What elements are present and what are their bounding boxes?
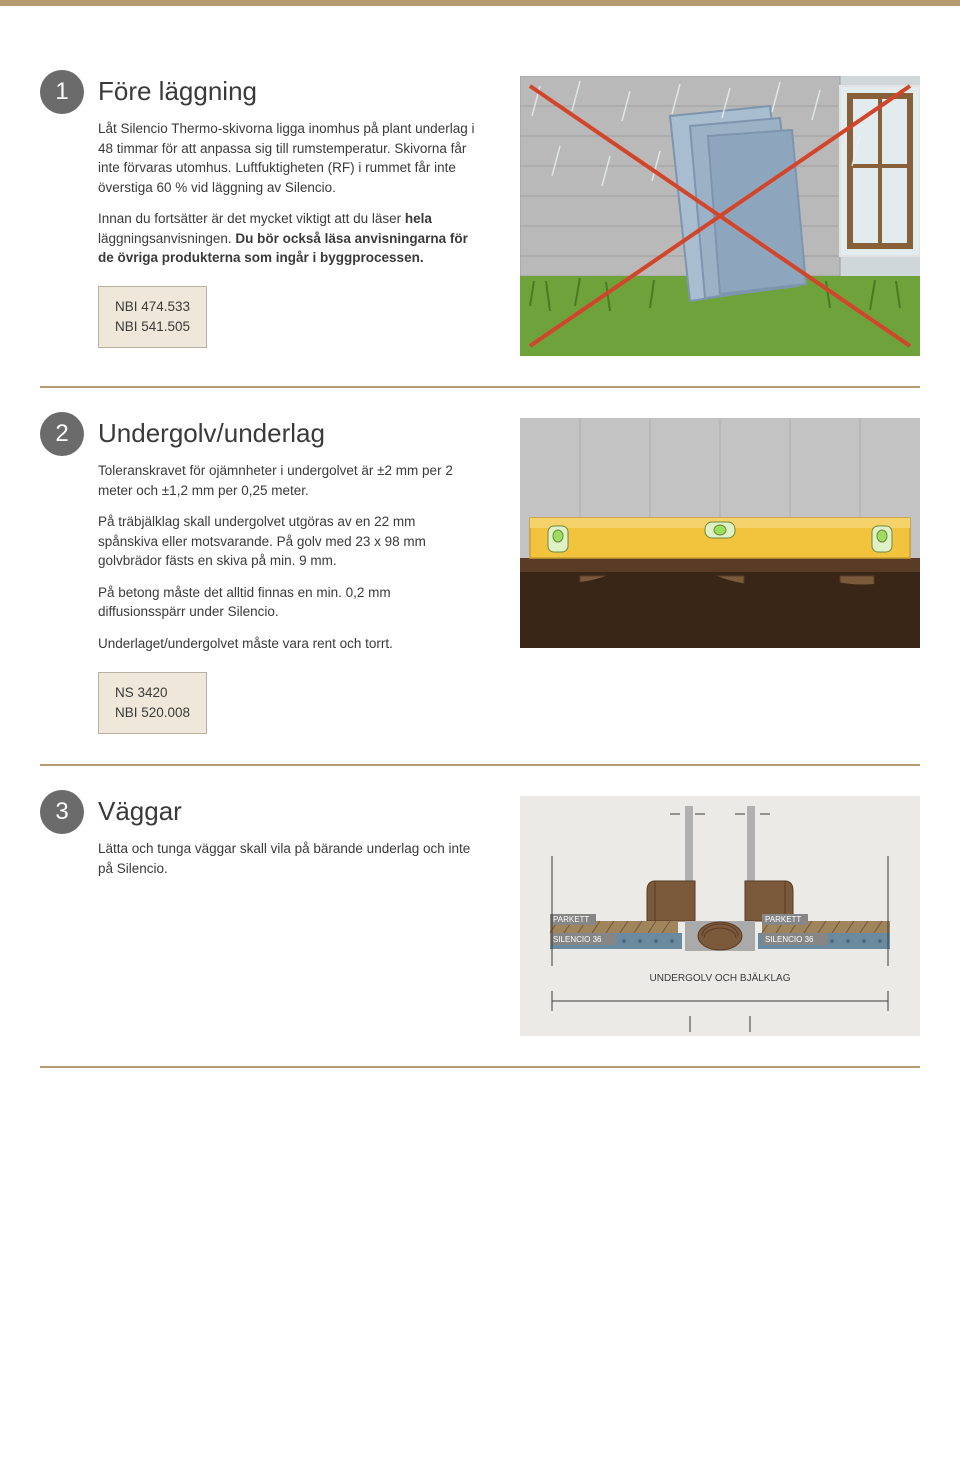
ref-ns-3420: NS 3420 xyxy=(115,683,190,703)
page-container: 1 Före läggning Låt Silencio Thermo-skiv… xyxy=(0,6,960,1108)
section-2-para-1: Toleranskravet för ojämnheter i undergol… xyxy=(98,461,478,500)
section-2-text: Undergolv/underlag Toleranskravet för oj… xyxy=(98,418,498,734)
section-1: 1 Före läggning Låt Silencio Thermo-skiv… xyxy=(40,46,920,388)
section-1-p2-pre: Innan du fortsätter är det mycket viktig… xyxy=(98,211,405,226)
step-badge-3: 3 xyxy=(40,790,84,834)
section-1-refbox: NBI 474.533 NBI 541.505 xyxy=(98,286,207,349)
spirit-level-on-floor-icon xyxy=(520,418,920,648)
label-silencio-right: SILENCIO 36 xyxy=(765,935,814,944)
section-3-title: Väggar xyxy=(98,796,478,827)
section-2-para-2: På träbjälklag skall undergolvet utgöras… xyxy=(98,512,478,571)
wall-cross-section-icon: PARKETT PARKETT SILENCIO 36 xyxy=(520,796,920,1036)
section-2-para-3: På betong måste det alltid finnas en min… xyxy=(98,583,478,622)
section-3-text: Väggar Lätta och tunga väggar skall vila… xyxy=(98,796,498,890)
ref-nbi-520: NBI 520.008 xyxy=(115,703,190,723)
section-1-text: Före läggning Låt Silencio Thermo-skivor… xyxy=(98,76,498,348)
section-3-para-1: Lätta och tunga väggar skall vila på bär… xyxy=(98,839,478,878)
section-1-para-2: Innan du fortsätter är det mycket viktig… xyxy=(98,209,478,268)
section-1-illustration xyxy=(498,76,920,356)
section-1-para-1: Låt Silencio Thermo-skivorna ligga inomh… xyxy=(98,119,478,197)
ref-nbi-541: NBI 541.505 xyxy=(115,317,190,337)
section-1-p2-b1: hela xyxy=(405,211,432,226)
section-3: 3 Väggar Lätta och tunga väggar skall vi… xyxy=(40,766,920,1068)
section-1-p2-mid: läggningsanvisningen. xyxy=(98,231,235,246)
section-2-refbox: NS 3420 NBI 520.008 xyxy=(98,672,207,735)
outdoor-panels-crossed-icon xyxy=(520,76,920,356)
section-2: 2 Undergolv/underlag Toleranskravet för … xyxy=(40,388,920,766)
section-1-title: Före läggning xyxy=(98,76,478,107)
step-badge-1: 1 xyxy=(40,70,84,114)
diagram-caption: UNDERGOLV OCH BJÄLKLAG xyxy=(650,972,791,984)
ref-nbi-474: NBI 474.533 xyxy=(115,297,190,317)
section-2-para-4: Underlaget/undergolvet måste vara rent o… xyxy=(98,634,478,654)
step-badge-2: 2 xyxy=(40,412,84,456)
section-2-illustration xyxy=(498,418,920,648)
label-parkett-left: PARKETT xyxy=(553,915,589,924)
label-parkett-right: PARKETT xyxy=(765,915,801,924)
wall-section-diagram: PARKETT PARKETT SILENCIO 36 xyxy=(520,796,920,1036)
label-silencio-left: SILENCIO 36 xyxy=(553,935,602,944)
section-3-illustration: PARKETT PARKETT SILENCIO 36 xyxy=(498,796,920,1036)
section-2-title: Undergolv/underlag xyxy=(98,418,478,449)
